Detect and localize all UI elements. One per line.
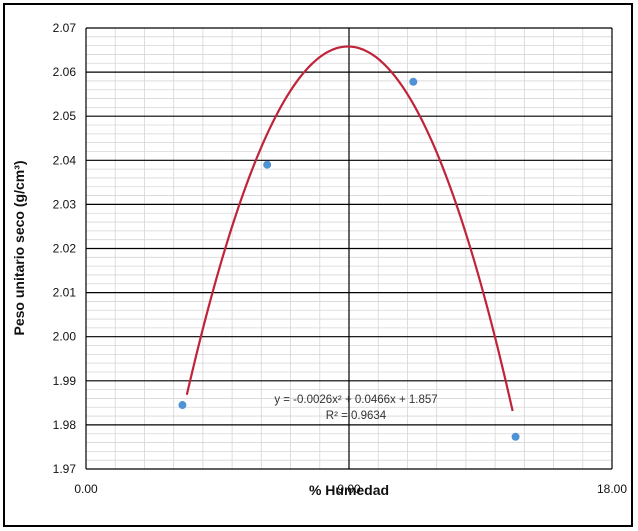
data-point bbox=[178, 401, 187, 410]
y-tick-label: 2.05 bbox=[53, 109, 77, 123]
y-tick-label: 1.98 bbox=[53, 418, 77, 432]
data-point bbox=[409, 77, 418, 86]
y-tick-label: 2.06 bbox=[53, 65, 77, 79]
x-axis-tick-labels: 0.00 9.00 18.00 bbox=[74, 482, 627, 496]
chart-frame bbox=[3, 3, 633, 527]
y-axis-title: Peso unitario seco (g/cm³) bbox=[11, 160, 27, 335]
y-tick-label: 2.02 bbox=[53, 242, 77, 256]
major-gridlines bbox=[85, 27, 613, 470]
r-squared-label: R² = 0.9634 bbox=[326, 410, 387, 422]
y-tick-label: 2.00 bbox=[53, 330, 77, 344]
y-tick-label: 2.03 bbox=[53, 197, 77, 211]
y-tick-label: 1.97 bbox=[53, 462, 77, 476]
y-axis-tick-labels: 1.97 1.98 1.99 2.00 2.01 2.02 2.03 2.04 2.05 2.06… bbox=[53, 21, 77, 476]
x-tick-label: 18.00 bbox=[597, 482, 627, 496]
x-tick-label: 9.00 bbox=[337, 482, 361, 496]
y-tick-label: 2.07 bbox=[53, 21, 77, 35]
y-tick-label: 1.99 bbox=[53, 374, 77, 388]
data-points bbox=[178, 77, 520, 441]
x-tick-label: 0.00 bbox=[74, 482, 98, 496]
trendline bbox=[185, 45, 514, 412]
trendline-equation: y = -0.0026x² + 0.0466x + 1.857 bbox=[274, 394, 437, 406]
data-point bbox=[263, 160, 272, 169]
x-axis-title: % Humedad bbox=[309, 482, 389, 498]
y-tick-label: 2.04 bbox=[53, 153, 77, 167]
data-point bbox=[511, 432, 520, 441]
y-tick-label: 2.01 bbox=[53, 286, 77, 300]
